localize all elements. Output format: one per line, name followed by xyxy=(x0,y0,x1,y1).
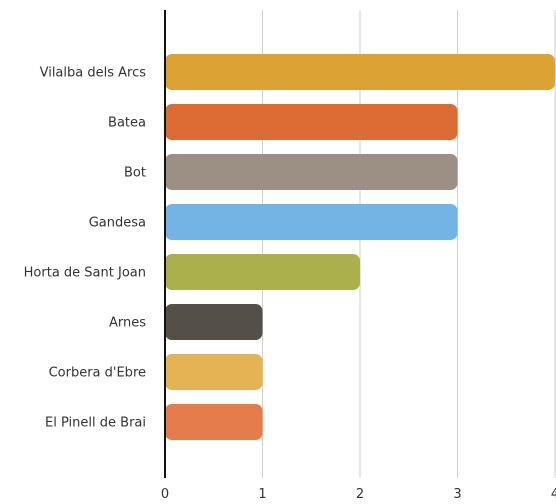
category-label-2: Bot xyxy=(124,166,146,181)
bars xyxy=(165,54,555,440)
x-tick-label-4: 4 xyxy=(551,487,556,502)
bar-4 xyxy=(165,254,360,290)
x-tick-label-1: 1 xyxy=(258,487,266,502)
x-tick-label-2: 2 xyxy=(356,487,364,502)
bar-7 xyxy=(165,404,263,440)
bar-3 xyxy=(165,204,458,240)
category-label-6: Corbera d'Ebre xyxy=(49,366,146,381)
category-label-3: Gandesa xyxy=(89,216,146,231)
category-label-4: Horta de Sant Joan xyxy=(24,266,146,281)
x-tick-label-3: 3 xyxy=(453,487,461,502)
x-tick-label-0: 0 xyxy=(161,487,169,502)
category-label-7: El Pinell de Brai xyxy=(45,416,146,431)
category-labels: Vilalba dels Arcs Batea Bot Gandesa Horta de… xyxy=(24,66,147,431)
category-label-0: Vilalba dels Arcs xyxy=(40,66,147,81)
bar-5 xyxy=(165,304,263,340)
bar-6 xyxy=(165,354,263,390)
bar-1 xyxy=(165,104,458,140)
category-label-5: Arnes xyxy=(109,316,146,331)
category-label-1: Batea xyxy=(108,116,146,131)
x-tick-labels: 0 1 2 3 4 xyxy=(161,487,556,502)
bar-2 xyxy=(165,154,458,190)
bar-0 xyxy=(165,54,555,90)
